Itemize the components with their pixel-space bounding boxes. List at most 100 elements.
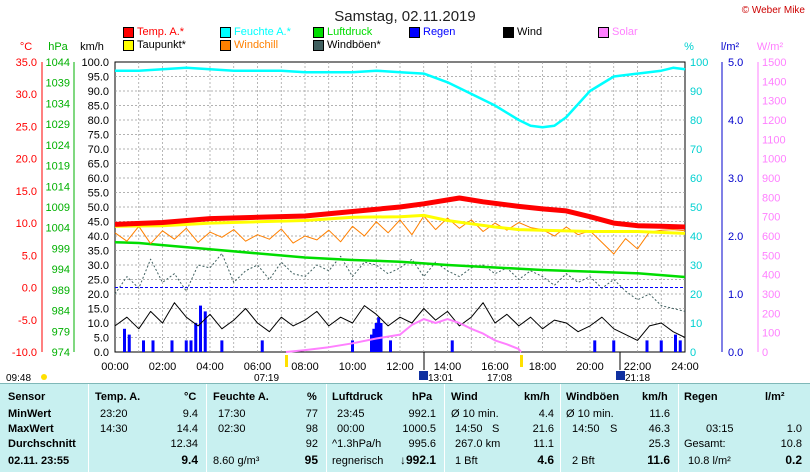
windboeen-current-value: 11.6 [647,453,670,467]
temp-min-value: 9.4 [182,408,198,420]
legend-label: Feuchte A.* [234,26,291,38]
y-tick-label-kmh: 10.0 [88,318,109,330]
column-divider [678,384,679,472]
regen-current-value: 0.2 [785,453,802,467]
legend-label: Taupunkt* [137,39,186,51]
series-line-temp-a [114,195,686,230]
legend-item: Solar [598,26,638,38]
y-tick-label-solar: 100 [762,328,780,340]
x-tick-label: 12:00 [386,361,414,373]
legend-item: Taupunkt* [123,39,186,51]
legend-label: Windchill [234,39,279,51]
y-tick-label-temp_c: -5.0 [18,315,37,327]
y-tick-label-hpa: 1039 [46,78,70,90]
y-axis-unit-temp_c: °C [20,41,32,53]
legend-swatch [313,39,324,51]
x-tick-label: 20:00 [576,361,604,373]
wind-distance: 267.0 km [455,438,501,450]
windboeen-beaufort: 2 Bft [572,455,595,467]
legend-label: Wind [517,26,543,38]
legend-item: Luftdruck [313,26,372,38]
regen-max-time: 03:15 [706,423,734,435]
wind-beaufort: 1 Bft [455,455,478,467]
legend-swatch [598,26,609,38]
x-tick-label: 00:00 [101,361,129,373]
legend-label: Solar [612,26,638,38]
y-tick-label-humidity: 20 [690,289,702,301]
y-tick-label-kmh: 70.0 [88,144,109,156]
feuchte-absolute: 8.60 g/m³ [213,455,260,467]
rain-bar [127,334,131,352]
moonset-icon [616,371,625,380]
header-windboeen: Windböen [566,391,620,403]
x-tick-label: 06:00 [244,361,272,373]
feuchte-max-value: 98 [305,423,318,435]
legend-swatch [503,26,514,38]
y-tick-label-solar: 500 [762,250,780,262]
y-tick-label-humidity: 70 [690,144,702,156]
rain-bar [612,340,616,352]
luftdruck-avg-value: 995.6 [408,438,436,450]
y-tick-label-solar: 900 [762,173,780,185]
header-sensor: Sensor [8,391,46,403]
series-line-feuchte-a [115,66,686,129]
header-temp: Temp. A. [95,391,141,403]
y-tick-label-humidity: 60 [690,173,702,185]
y-tick-label-solar: 300 [762,289,780,301]
wind-current-value: 4.6 [537,453,554,467]
rain-bar [645,340,649,352]
y-tick-label-rain: 5.0 [728,57,743,69]
regen-total-value: 10.8 [780,438,802,450]
y-tick-label-kmh: 90.0 [88,86,109,98]
temp-max-value: 14.4 [176,423,198,435]
y-tick-label-solar: 700 [762,212,780,224]
y-tick-label-kmh: 40.0 [88,231,109,243]
y-tick-label-rain: 2.0 [728,231,743,243]
temp-avg-value: 12.34 [170,438,198,450]
y-tick-label-rain: 1.0 [728,289,743,301]
y-tick-label-kmh: 15.0 [88,304,109,316]
y-tick-label-solar: 600 [762,231,780,243]
y-tick-label-solar: 1400 [762,76,786,88]
rain-bar [220,340,224,352]
y-tick-label-temp_c: 15.0 [16,186,37,198]
legend-item: Feuchte A.* [220,26,291,38]
legend-item: Windchill [220,39,278,51]
series-line-windböen [114,252,686,312]
y-tick-label-kmh: 35.0 [88,246,109,258]
rain-bar [659,340,663,352]
header-luftdruck: Luftdruck [332,391,383,403]
y-tick-label-temp_c: 10.0 [16,218,37,230]
rain-bar [151,340,155,352]
luftdruck-max-time: 00:00 [337,423,365,435]
legend-label: Windböen* [327,39,381,51]
header-wind: Wind [451,391,478,403]
rain-bar [123,328,126,352]
luftdruck-min-value: 992.1 [408,408,436,420]
legend-item: Regen [409,26,455,38]
legend-swatch [409,26,420,38]
y-tick-label-hpa: 1019 [46,161,70,173]
y-tick-label-hpa: 1004 [46,223,70,235]
wind-min-label: Ø 10 min. [451,408,499,420]
windboeen-max-value: 46.3 [648,423,670,435]
y-tick-label-kmh: 45.0 [88,217,109,229]
y-tick-label-temp_c: 0.0 [22,283,37,295]
legend-swatch [313,26,324,38]
temp-current-value: 9.4 [181,453,198,467]
legend-label: Regen [423,26,456,38]
header-wind-unit: km/h [524,391,550,403]
y-tick-label-rain: 4.0 [728,115,743,127]
rain-bar [674,334,677,352]
y-tick-label-humidity: 90 [690,86,702,98]
x-tick-label: 10:00 [339,361,367,373]
legend-swatch [123,26,134,38]
y-tick-label-kmh: 65.0 [88,159,109,171]
rain-bar [189,340,193,352]
feuchte-min-value: 77 [305,408,318,420]
feuchte-current-value: 95 [304,453,318,467]
y-tick-label-kmh: 75.0 [88,130,109,142]
rain-bar [184,340,188,352]
y-tick-label-hpa: 979 [52,326,70,338]
y-tick-label-humidity: 80 [690,115,702,127]
